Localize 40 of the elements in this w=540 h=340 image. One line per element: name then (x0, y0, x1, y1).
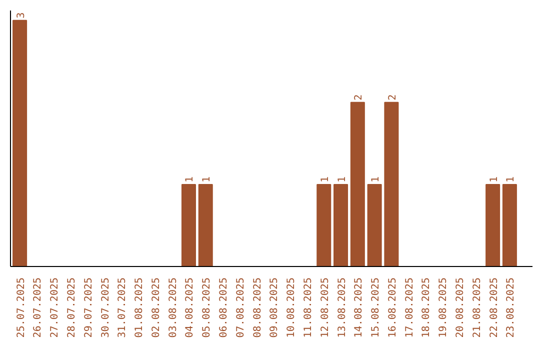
x-tick-label: 01.08.2025 (134, 277, 146, 338)
data-label: 1 (202, 176, 213, 182)
data-label: 1 (506, 176, 517, 182)
x-tick-label: 08.08.2025 (252, 277, 264, 338)
x-tick-label: 14.08.2025 (354, 277, 365, 338)
x-tick-label: 30.07.2025 (100, 277, 112, 338)
x-tick-label: 16.08.2025 (387, 277, 398, 338)
x-tick-label: 06.08.2025 (218, 277, 230, 338)
data-label: 1 (336, 176, 348, 182)
x-tick-label: 21.08.2025 (472, 277, 483, 338)
x-tick-label: 11.08.2025 (302, 277, 314, 338)
x-tick-label: 17.08.2025 (404, 277, 416, 338)
x-tick-label: 27.07.2025 (50, 277, 61, 338)
x-tick-label: 28.07.2025 (66, 277, 78, 338)
x-tick-label: 04.08.2025 (184, 277, 196, 338)
x-tick-label: 03.08.2025 (168, 277, 179, 338)
data-label: 2 (387, 94, 398, 100)
x-tick-label: 15.08.2025 (370, 277, 382, 338)
data-label: 1 (370, 176, 382, 182)
x-tick-label: 18.08.2025 (421, 277, 432, 338)
x-tick-label: 23.08.2025 (506, 277, 517, 338)
x-tick-label: 13.08.2025 (336, 277, 348, 338)
x-tick-label: 09.08.2025 (269, 277, 280, 338)
data-label: 3 (16, 12, 27, 18)
x-tick-label: 22.08.2025 (488, 277, 500, 338)
x-tick-label: 19.08.2025 (438, 277, 450, 338)
x-tick-label: 12.08.2025 (320, 277, 331, 338)
x-tick-label: 02.08.2025 (150, 277, 162, 338)
data-label: 1 (320, 176, 331, 182)
data-label: 1 (184, 176, 196, 182)
x-tick-label: 31.07.2025 (117, 277, 128, 338)
data-label: 2 (354, 94, 365, 100)
x-tick-label: 26.07.2025 (32, 277, 44, 338)
x-tick-label: 29.07.2025 (83, 277, 94, 338)
x-tick-label: 10.08.2025 (286, 277, 298, 338)
x-tick-label: 05.08.2025 (202, 277, 213, 338)
x-tick-label: 07.08.2025 (235, 277, 246, 338)
x-tick-label: 20.08.2025 (455, 277, 466, 338)
data-label: 1 (488, 176, 500, 182)
x-tick-label: 25.07.2025 (16, 277, 27, 338)
